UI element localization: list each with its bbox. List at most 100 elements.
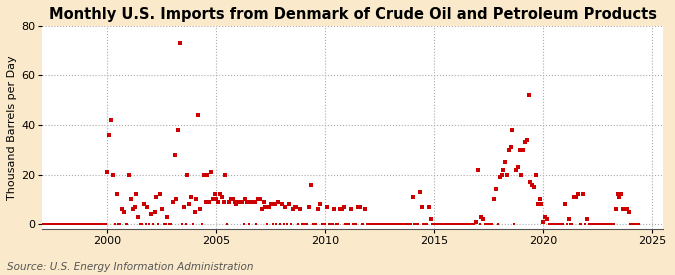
Point <box>173 128 184 132</box>
Point <box>89 222 100 226</box>
Point <box>325 222 336 226</box>
Point <box>560 202 570 207</box>
Point <box>416 205 427 209</box>
Point <box>531 172 541 177</box>
Point <box>414 190 425 194</box>
Point <box>264 205 275 209</box>
Point <box>505 145 516 150</box>
Point <box>625 222 636 226</box>
Point <box>333 222 344 226</box>
Point <box>260 205 271 209</box>
Point <box>140 222 151 226</box>
Point <box>538 219 549 224</box>
Point <box>2 222 13 226</box>
Point <box>126 197 136 202</box>
Point <box>398 222 409 226</box>
Point <box>616 192 626 197</box>
Point <box>24 222 35 226</box>
Point <box>222 222 233 226</box>
Point <box>120 222 131 226</box>
Point <box>342 222 352 226</box>
Point <box>358 222 369 226</box>
Point <box>93 222 104 226</box>
Point <box>598 222 609 226</box>
Point <box>28 222 38 226</box>
Point <box>454 222 465 226</box>
Point <box>592 222 603 226</box>
Point <box>246 200 256 204</box>
Point <box>0 222 4 226</box>
Point <box>438 222 449 226</box>
Point <box>335 207 346 211</box>
Point <box>0 222 6 226</box>
Point <box>176 222 187 226</box>
Point <box>57 222 68 226</box>
Point <box>628 222 639 226</box>
Point <box>215 192 225 197</box>
Point <box>280 205 291 209</box>
Point <box>545 222 556 226</box>
Point <box>0 222 7 226</box>
Point <box>167 200 178 204</box>
Point <box>15 222 26 226</box>
Point <box>180 222 191 226</box>
Point <box>356 222 367 226</box>
Point <box>111 192 122 197</box>
Point <box>596 222 607 226</box>
Point <box>543 222 554 226</box>
Point <box>572 192 583 197</box>
Point <box>40 222 51 226</box>
Point <box>605 222 616 226</box>
Point <box>620 207 630 211</box>
Point <box>632 222 643 226</box>
Point <box>458 222 468 226</box>
Point <box>162 214 173 219</box>
Point <box>223 200 234 204</box>
Point <box>472 167 483 172</box>
Point <box>238 222 249 226</box>
Point <box>151 195 162 199</box>
Point <box>148 222 159 226</box>
Point <box>7 222 18 226</box>
Point <box>456 222 467 226</box>
Point <box>623 210 634 214</box>
Point <box>367 222 378 226</box>
Point <box>55 222 65 226</box>
Point <box>352 205 363 209</box>
Point <box>563 217 574 221</box>
Point <box>102 170 113 174</box>
Point <box>394 222 405 226</box>
Point <box>425 217 436 221</box>
Point <box>562 222 572 226</box>
Point <box>516 172 527 177</box>
Point <box>344 222 354 226</box>
Point <box>460 222 470 226</box>
Point <box>309 222 320 226</box>
Point <box>418 222 429 226</box>
Point <box>447 222 458 226</box>
Point <box>184 202 194 207</box>
Point <box>35 222 46 226</box>
Point <box>64 222 75 226</box>
Point <box>4 222 15 226</box>
Point <box>331 222 342 226</box>
Point <box>38 222 49 226</box>
Point <box>393 222 404 226</box>
Point <box>217 195 227 199</box>
Point <box>496 172 507 177</box>
Point <box>97 222 107 226</box>
Point <box>254 197 265 202</box>
Point <box>88 222 99 226</box>
Point <box>581 217 592 221</box>
Point <box>574 222 585 226</box>
Point <box>378 222 389 226</box>
Point <box>591 222 601 226</box>
Point <box>175 41 186 45</box>
Point <box>298 222 309 226</box>
Point <box>271 222 281 226</box>
Point <box>487 222 498 226</box>
Point <box>262 222 273 226</box>
Point <box>469 222 480 226</box>
Point <box>351 222 362 226</box>
Point <box>464 222 475 226</box>
